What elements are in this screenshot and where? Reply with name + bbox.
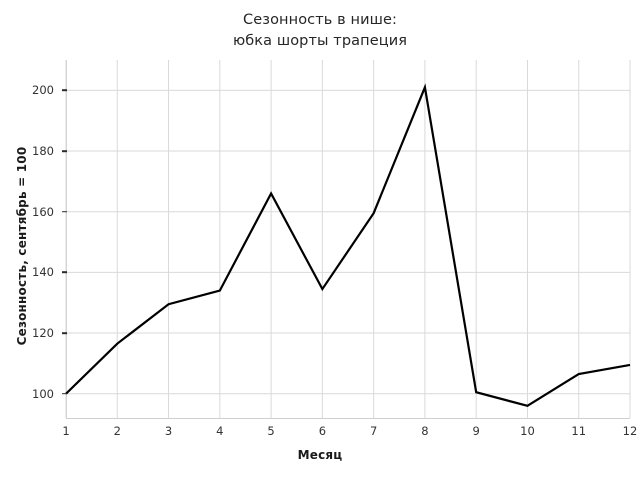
- x-tick-label: 4: [216, 424, 224, 438]
- x-tick-label: 12: [622, 424, 638, 438]
- x-tick-label: 6: [318, 424, 327, 438]
- y-tick-mark: [62, 271, 67, 274]
- x-tick-label: 5: [267, 424, 275, 438]
- x-tick-label: 11: [571, 424, 587, 438]
- y-tick-label: 200: [32, 83, 54, 98]
- x-tick-label: 10: [520, 424, 535, 438]
- y-tick-mark: [62, 392, 67, 395]
- y-tick-label: 120: [32, 326, 54, 341]
- x-tick-label: 3: [164, 424, 173, 438]
- y-tick-label: 180: [32, 144, 54, 159]
- chart-title-line-2: юбка шорты трапеция: [232, 33, 408, 49]
- chart-title-line-1: Сезонность в нише:: [243, 12, 397, 28]
- chart-title: Сезонность в нише: юбка шорты трапеция: [0, 10, 640, 52]
- y-tick-label: 160: [32, 204, 54, 219]
- x-axis-label: Месяц: [297, 448, 343, 462]
- x-tick-label: 7: [369, 424, 378, 438]
- y-tick-mark: [62, 89, 67, 92]
- x-axis-spine: [66, 418, 630, 419]
- y-tick-mark: [62, 150, 67, 152]
- x-tick-label: 9: [472, 424, 480, 438]
- y-tick-label: 100: [32, 386, 54, 401]
- y-tick-mark: [62, 210, 67, 213]
- x-tick-label: 2: [113, 424, 121, 438]
- y-axis-label: Сезонность, сентябрь = 100: [15, 146, 29, 346]
- x-tick-label: 8: [421, 424, 429, 438]
- y-tick-label: 140: [32, 265, 54, 280]
- data-line-layer: [65, 83, 631, 408]
- y-tick-mark: [62, 332, 67, 334]
- series-line-seasonality: [65, 83, 631, 408]
- grid-lines: [65, 60, 631, 418]
- x-tick-label: 1: [62, 424, 70, 438]
- plot-area: [65, 60, 631, 418]
